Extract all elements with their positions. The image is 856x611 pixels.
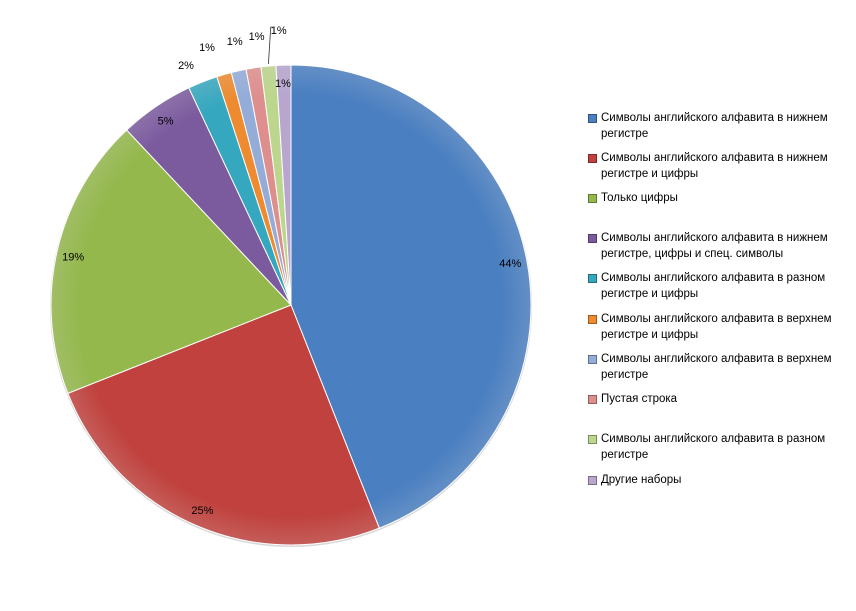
pie-slice <box>275 64 292 306</box>
legend-label: Символы английского алфавита в нижнем ре… <box>601 112 828 140</box>
pie-slice <box>67 304 380 546</box>
legend-label: Только цифры <box>601 192 678 204</box>
legend-item: Только цифры <box>588 190 850 206</box>
slice-percent-label: 5% <box>158 115 174 127</box>
legend-label: Символы английского алфавита в нижнем ре… <box>601 232 828 260</box>
legend-swatch <box>588 234 597 243</box>
legend-swatch <box>588 476 597 485</box>
legend-swatch <box>588 274 597 283</box>
legend-item: Другие наборы <box>588 472 850 488</box>
slice-percent-label: 1% <box>249 31 265 43</box>
legend-swatch <box>588 355 597 364</box>
legend-label: Символы английского алфавита в разном ре… <box>601 272 826 300</box>
legend-label: Символы английского алфавита в нижнем ре… <box>601 152 828 180</box>
legend-swatch <box>588 435 597 444</box>
legend-swatch <box>588 194 597 203</box>
legend-swatch <box>588 395 597 404</box>
legend-label: Символы английского алфавита в верхнем р… <box>601 353 832 381</box>
legend-swatch <box>588 154 597 163</box>
slice-percent-label: 19% <box>62 251 84 263</box>
legend-item: Символы английского алфавита в нижнем ре… <box>588 150 850 182</box>
slice-percent-label: 1% <box>199 42 215 54</box>
legend-item: Символы английского алфавита в нижнем ре… <box>588 230 850 262</box>
legend-swatch <box>588 315 597 324</box>
legend-item: Символы английского алфавита в верхнем р… <box>588 311 850 343</box>
slice-percent-label: 44% <box>499 258 521 270</box>
legend-label: Другие наборы <box>601 474 682 486</box>
legend-item: Символы английского алфавита в разном ре… <box>588 270 850 302</box>
legend-label: Пустая строка <box>601 393 678 405</box>
slice-percent-label: 1% <box>227 36 243 48</box>
legend-swatch <box>588 114 597 123</box>
legend-item: Символы английского алфавита в верхнем р… <box>588 351 850 383</box>
slice-percent-label: 1% <box>275 78 291 90</box>
legend-item: Пустая строка <box>588 391 850 407</box>
legend-item: Символы английского алфавита в нижнем ре… <box>588 110 850 142</box>
legend-label: Символы английского алфавита в разном ре… <box>601 433 826 461</box>
pie-slice <box>50 129 292 394</box>
slice-percent-label: 25% <box>191 505 213 517</box>
leader-line <box>268 26 275 65</box>
pie-slice <box>290 64 532 529</box>
legend-item: Символы английского алфавита в разном ре… <box>588 431 850 463</box>
slice-percent-label: 1% <box>271 25 287 37</box>
legend-label: Символы английского алфавита в верхнем р… <box>601 313 832 341</box>
slice-percent-label: 2% <box>178 60 194 72</box>
